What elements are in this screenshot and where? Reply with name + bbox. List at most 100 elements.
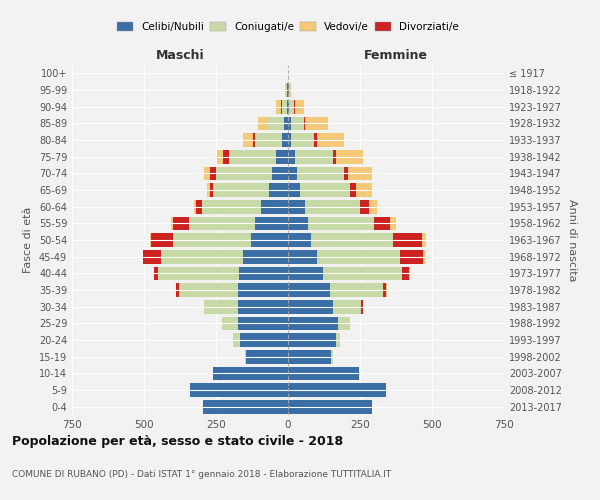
Bar — [282, 100, 287, 114]
Bar — [291, 116, 304, 130]
Bar — [238, 316, 288, 330]
Bar — [386, 283, 388, 297]
Bar — [400, 250, 424, 264]
Bar — [331, 350, 332, 364]
Bar — [208, 183, 210, 197]
Text: COMUNE DI RUBANO (PD) - Dati ISTAT 1° gennaio 2018 - Elaborazione TUTTITALIA.IT: COMUNE DI RUBANO (PD) - Dati ISTAT 1° ge… — [12, 470, 391, 479]
Bar — [390, 216, 396, 230]
Bar — [260, 200, 288, 213]
Bar — [151, 233, 173, 247]
Bar — [289, 83, 290, 97]
Bar — [323, 266, 402, 280]
Bar — [335, 150, 363, 164]
Bar — [284, 116, 288, 130]
Bar — [244, 133, 253, 147]
Bar — [161, 250, 244, 264]
Bar — [314, 133, 317, 147]
Bar — [332, 300, 361, 314]
Bar — [356, 183, 371, 197]
Bar — [251, 233, 288, 247]
Bar — [284, 83, 286, 97]
Bar — [288, 233, 311, 247]
Bar — [213, 366, 288, 380]
Bar — [150, 233, 151, 247]
Bar — [233, 333, 241, 347]
Bar — [241, 333, 288, 347]
Bar — [176, 283, 179, 297]
Bar — [172, 216, 173, 230]
Bar — [330, 283, 383, 297]
Bar — [196, 200, 202, 213]
Bar — [179, 283, 238, 297]
Bar — [222, 316, 238, 330]
Bar — [294, 100, 295, 114]
Bar — [288, 150, 295, 164]
Bar — [143, 250, 161, 264]
Bar — [258, 116, 268, 130]
Bar — [217, 150, 223, 164]
Bar — [223, 150, 229, 164]
Bar — [288, 316, 338, 330]
Bar — [255, 133, 282, 147]
Bar — [409, 266, 410, 280]
Bar — [154, 266, 158, 280]
Bar — [238, 300, 288, 314]
Bar — [288, 116, 291, 130]
Bar — [205, 166, 210, 180]
Bar — [295, 150, 332, 164]
Text: Femmine: Femmine — [364, 48, 428, 62]
Bar — [288, 200, 305, 213]
Bar — [308, 216, 374, 230]
Text: Popolazione per età, sesso e stato civile - 2018: Popolazione per età, sesso e stato civil… — [12, 435, 343, 448]
Bar — [349, 166, 371, 180]
Bar — [393, 233, 422, 247]
Bar — [311, 233, 393, 247]
Bar — [374, 216, 390, 230]
Bar — [422, 233, 426, 247]
Bar — [173, 233, 251, 247]
Bar — [246, 350, 288, 364]
Bar — [253, 133, 255, 147]
Bar — [244, 250, 288, 264]
Bar — [238, 283, 288, 297]
Bar — [368, 200, 377, 213]
Bar — [205, 300, 238, 314]
Bar — [281, 100, 282, 114]
Bar — [291, 133, 314, 147]
Bar — [286, 83, 287, 97]
Bar — [424, 250, 425, 264]
Bar — [304, 116, 305, 130]
Bar — [288, 250, 317, 264]
Bar — [216, 166, 272, 180]
Bar — [317, 133, 344, 147]
Bar — [288, 300, 332, 314]
Bar — [344, 166, 349, 180]
Bar — [361, 300, 363, 314]
Bar — [277, 100, 281, 114]
Y-axis label: Fasce di età: Fasce di età — [23, 207, 33, 273]
Bar — [229, 150, 277, 164]
Bar — [288, 383, 386, 397]
Bar — [288, 100, 289, 114]
Bar — [290, 83, 292, 97]
Bar — [255, 216, 288, 230]
Bar — [268, 116, 284, 130]
Bar — [188, 216, 255, 230]
Bar — [277, 150, 288, 164]
Bar — [350, 183, 356, 197]
Bar — [288, 333, 335, 347]
Bar — [289, 100, 294, 114]
Bar — [194, 200, 196, 213]
Bar — [288, 216, 308, 230]
Bar — [213, 183, 269, 197]
Bar — [332, 150, 335, 164]
Bar — [203, 400, 288, 413]
Bar — [282, 133, 288, 147]
Bar — [287, 100, 288, 114]
Bar — [288, 400, 371, 413]
Bar — [288, 266, 323, 280]
Bar — [335, 333, 340, 347]
Bar — [402, 266, 409, 280]
Bar — [210, 183, 213, 197]
Bar — [288, 166, 296, 180]
